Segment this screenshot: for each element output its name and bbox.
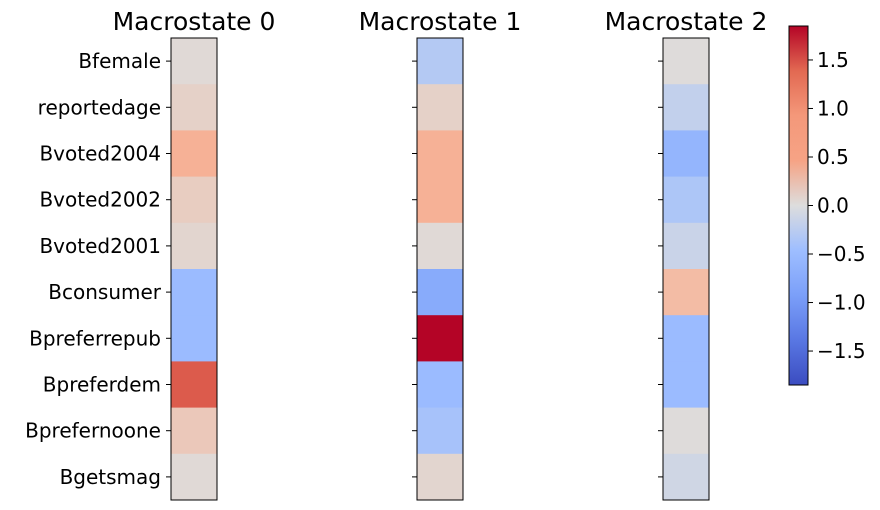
heatmap-cell xyxy=(663,84,709,131)
colorbar-gradient xyxy=(788,25,809,386)
heatmap-cell xyxy=(663,407,709,455)
row-label: Bfemale xyxy=(78,49,161,73)
heatmap-cell xyxy=(417,407,463,455)
heatmap-cell xyxy=(663,453,709,501)
heatmap-cell xyxy=(663,315,709,362)
panel-title: Macrostate 1 xyxy=(359,7,522,36)
row-label: Bconsumer xyxy=(48,280,162,304)
heatmap-cell xyxy=(663,361,709,409)
row-label: Bvoted2001 xyxy=(39,234,161,258)
panel-frame xyxy=(170,37,218,501)
heatmap-cell xyxy=(171,130,217,178)
heatmap-cell xyxy=(171,269,217,316)
heatmap-cell xyxy=(417,269,463,316)
colorbar-tick-label: −1.0 xyxy=(817,291,866,315)
heatmap-cell xyxy=(171,315,217,362)
colorbar-tick-label: 1.5 xyxy=(817,48,849,72)
panel-frame xyxy=(662,37,710,501)
panel-title: Macrostate 2 xyxy=(605,7,768,36)
colorbar-tick-label: −1.5 xyxy=(817,339,866,363)
row-label: Bvoted2004 xyxy=(39,142,161,166)
colorbar: 1.5 1.0 0.5 0.0 −0.5 −1.0 −1.5 xyxy=(788,25,866,386)
heatmap-cell xyxy=(171,453,217,501)
heatmap-cell xyxy=(663,222,709,270)
row-label: Bpreferrepub xyxy=(29,326,161,350)
row-label: Bgetsmag xyxy=(60,465,161,489)
heatmap-cell xyxy=(663,269,709,316)
row-label: Bpreferdem xyxy=(43,373,161,397)
panel-title: Macrostate 0 xyxy=(113,7,276,36)
heatmap-cell xyxy=(663,130,709,178)
row-label: Bprefernoone xyxy=(25,419,161,443)
heatmap-cell xyxy=(171,176,217,224)
heatmap-cell xyxy=(171,361,217,409)
heatmap-cell xyxy=(417,84,463,131)
heatmap-cell xyxy=(417,453,463,501)
heatmap-cell xyxy=(417,130,463,178)
heatmap-cell xyxy=(171,407,217,455)
heatmap-cell xyxy=(417,315,463,362)
heatmap-cell xyxy=(417,38,463,85)
colorbar-tick-label: 0.5 xyxy=(817,145,849,169)
heatmap-cell xyxy=(171,84,217,131)
heatmap-cell xyxy=(663,176,709,224)
heatmap-cell xyxy=(417,176,463,224)
colorbar-tick-label: 0.0 xyxy=(817,194,849,218)
row-label: Bvoted2002 xyxy=(39,188,161,212)
panel-frame xyxy=(416,37,464,501)
row-label: reportedage xyxy=(38,95,161,119)
panel-2: Macrostate 2 xyxy=(605,7,768,501)
heatmap-cell xyxy=(171,222,217,270)
heatmap-cell xyxy=(417,361,463,409)
panel-1: Macrostate 1 xyxy=(359,7,522,501)
heatmap-cell xyxy=(663,38,709,85)
heatmap-cell xyxy=(417,222,463,270)
colorbar-tick-label: 1.0 xyxy=(817,96,849,120)
colorbar-tick-label: −0.5 xyxy=(817,242,866,266)
heatmap-cell xyxy=(171,38,217,85)
panel-0: Macrostate 0 Bfemale reportedage Bvoted2004… xyxy=(25,7,275,501)
